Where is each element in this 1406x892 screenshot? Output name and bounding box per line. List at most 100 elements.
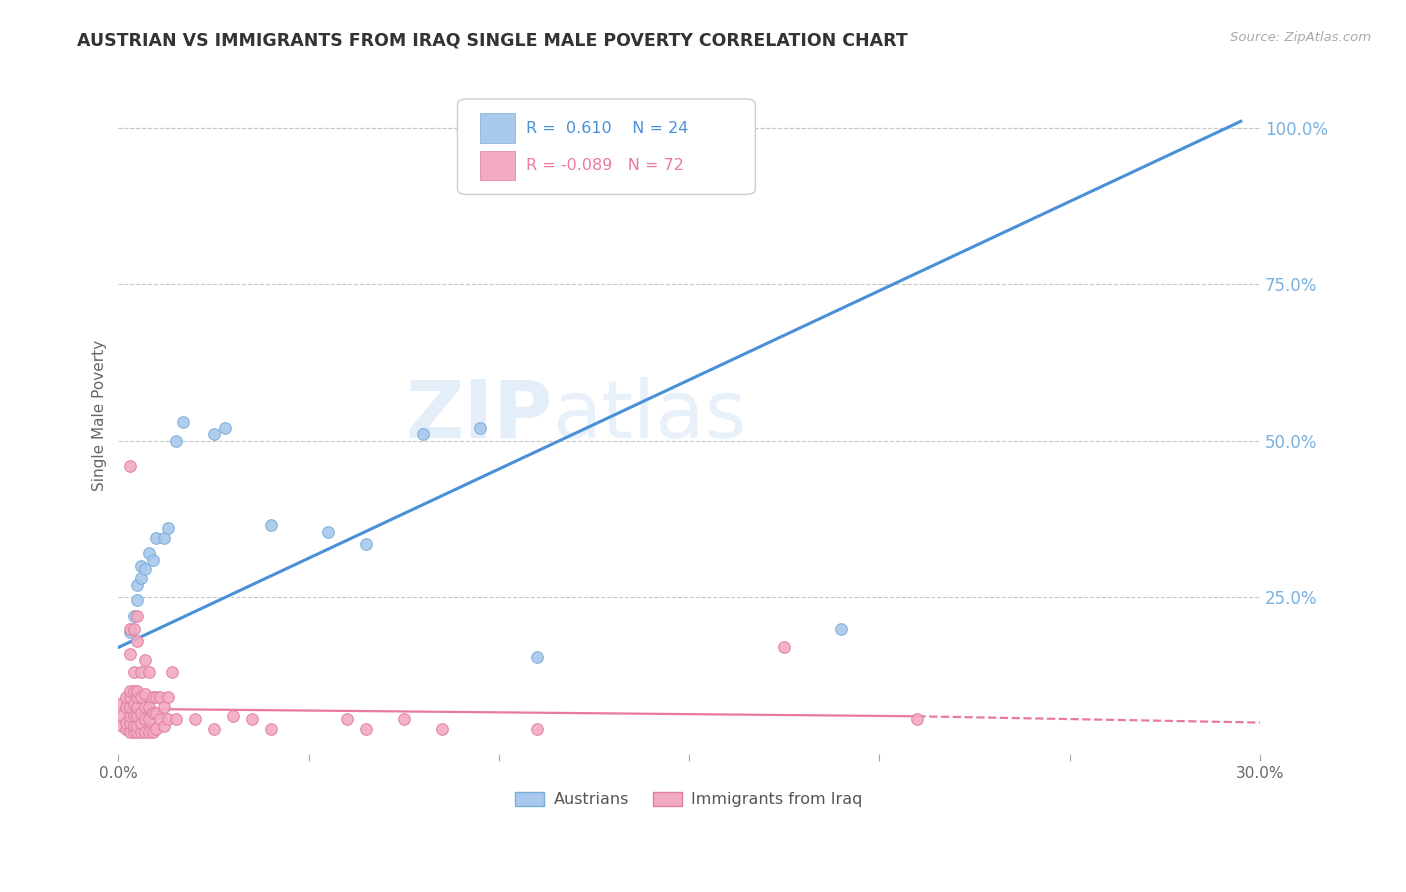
Point: [153, 719, 176, 733]
Point: [138, 546, 160, 560]
Text: AUSTRIAN VS IMMIGRANTS FROM IRAQ SINGLE MALE POVERTY CORRELATION CHART: AUSTRIAN VS IMMIGRANTS FROM IRAQ SINGLE …: [77, 31, 908, 49]
Point: [127, 609, 149, 624]
Point: [354, 537, 377, 551]
Point: [392, 713, 415, 727]
Point: [127, 578, 149, 592]
Point: [138, 699, 160, 714]
Point: [118, 699, 141, 714]
Point: [127, 684, 149, 698]
Point: [156, 690, 179, 705]
Point: [118, 709, 141, 723]
Point: [107, 697, 129, 711]
Point: [202, 427, 225, 442]
Point: [214, 421, 236, 435]
Point: [122, 719, 145, 733]
Point: [134, 725, 156, 739]
Point: [149, 690, 172, 705]
Point: [138, 713, 160, 727]
Point: [145, 531, 167, 545]
Point: [202, 722, 225, 736]
Point: [118, 624, 141, 639]
Point: [118, 622, 141, 636]
Point: [129, 558, 152, 573]
Point: [259, 722, 281, 736]
Legend: Austrians, Immigrants from Iraq: Austrians, Immigrants from Iraq: [509, 785, 869, 814]
Point: [316, 524, 339, 539]
Point: [142, 552, 165, 566]
Point: [122, 709, 145, 723]
Point: [165, 713, 187, 727]
Point: [122, 725, 145, 739]
Point: [221, 709, 243, 723]
Point: [122, 684, 145, 698]
Point: [115, 690, 138, 705]
Point: [172, 415, 194, 429]
Point: [134, 713, 156, 727]
Point: [526, 722, 548, 736]
Point: [773, 640, 796, 655]
Point: [735, 130, 758, 145]
Point: [111, 709, 134, 723]
Text: ZIP: ZIP: [405, 376, 553, 455]
Point: [118, 647, 141, 661]
Point: [127, 690, 149, 705]
Point: [165, 434, 187, 448]
Point: [118, 690, 141, 705]
Point: [156, 521, 179, 535]
Text: R = -0.089   N = 72: R = -0.089 N = 72: [526, 158, 683, 173]
Bar: [481, 151, 515, 180]
Point: [153, 699, 176, 714]
Point: [129, 665, 152, 680]
Point: [134, 699, 156, 714]
Point: [127, 634, 149, 648]
Point: [134, 687, 156, 701]
Point: [129, 725, 152, 739]
Point: [127, 593, 149, 607]
Point: [129, 690, 152, 705]
Point: [127, 699, 149, 714]
Point: [127, 725, 149, 739]
Point: [156, 713, 179, 727]
Point: [134, 653, 156, 667]
Point: [111, 719, 134, 733]
Point: [127, 709, 149, 723]
Text: atlas: atlas: [553, 376, 747, 455]
Point: [127, 719, 149, 733]
Point: [336, 713, 359, 727]
Point: [142, 690, 165, 705]
Point: [183, 713, 205, 727]
Point: [115, 715, 138, 730]
Point: [354, 722, 377, 736]
Y-axis label: Single Male Poverty: Single Male Poverty: [93, 340, 107, 491]
Point: [122, 622, 145, 636]
Point: [145, 722, 167, 736]
Point: [118, 715, 141, 730]
Point: [412, 427, 434, 442]
Point: [122, 697, 145, 711]
Point: [122, 665, 145, 680]
Point: [830, 622, 852, 636]
Point: [138, 665, 160, 680]
Point: [468, 421, 491, 435]
Point: [153, 531, 176, 545]
Point: [115, 722, 138, 736]
Point: [907, 713, 929, 727]
FancyBboxPatch shape: [457, 99, 755, 194]
Point: [129, 706, 152, 720]
Point: [122, 609, 145, 624]
Text: Source: ZipAtlas.com: Source: ZipAtlas.com: [1230, 31, 1371, 45]
Point: [118, 458, 141, 473]
Point: [118, 684, 141, 698]
Point: [149, 713, 172, 727]
Point: [138, 725, 160, 739]
Text: R =  0.610    N = 24: R = 0.610 N = 24: [526, 120, 689, 136]
Point: [118, 725, 141, 739]
Point: [145, 706, 167, 720]
Point: [142, 706, 165, 720]
Point: [160, 665, 183, 680]
Point: [115, 699, 138, 714]
Point: [142, 725, 165, 739]
Point: [129, 715, 152, 730]
Point: [134, 562, 156, 576]
Point: [526, 649, 548, 664]
